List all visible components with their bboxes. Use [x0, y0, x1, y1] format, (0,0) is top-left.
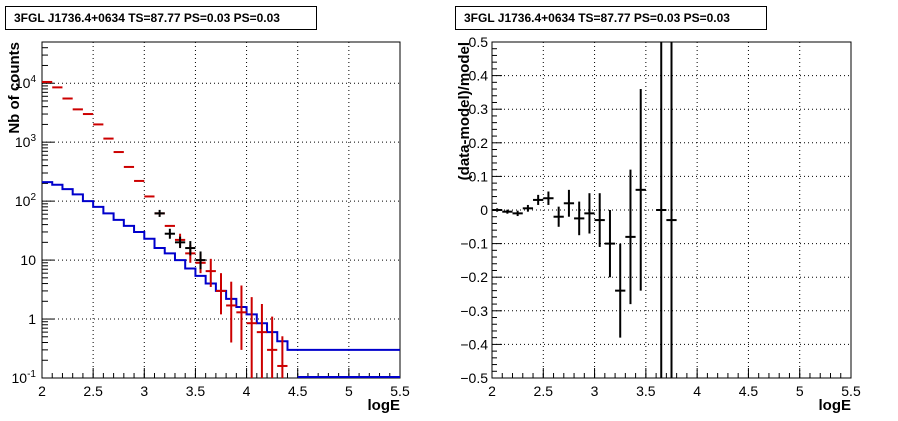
- right-chart-title: 3FGL J1736.4+0634 TS=87.77 PS=0.03 PS=0.…: [455, 6, 767, 30]
- right-y-tick-label: 0.3: [469, 101, 489, 117]
- left-y-tick-label: 102: [15, 192, 37, 209]
- left-y-tick-label: 1: [28, 311, 36, 327]
- right-y-axis-label: (data-model)/model: [456, 42, 473, 180]
- left-y-tick-label: 103: [15, 133, 37, 150]
- right-y-tick-label: 0: [480, 202, 488, 218]
- right-x-tick-label: 4: [693, 383, 701, 399]
- right-x-axis-label: logE: [819, 397, 852, 414]
- left-y-tick-label: 104: [15, 74, 37, 91]
- right-y-tick-label: 0.5: [469, 34, 489, 50]
- model-step-line: [42, 181, 400, 351]
- right-x-tick-label: 3: [591, 383, 599, 399]
- left-plot-frame: [41, 41, 401, 379]
- left-x-tick-label: 4: [243, 383, 251, 399]
- right-y-tick-label: 0.1: [469, 168, 489, 184]
- left-x-tick-label: 5: [345, 383, 353, 399]
- right-x-tick-label: 4.5: [739, 383, 759, 399]
- right-y-tick-label: −0.2: [460, 269, 488, 285]
- left-x-tick-label: 2: [38, 383, 46, 399]
- right-y-tick-label: −0.1: [460, 236, 488, 252]
- right-x-tick-label: 2: [488, 383, 496, 399]
- left-y-tick-label: 10-1: [12, 369, 37, 386]
- right-x-tick-label: 2.5: [534, 383, 554, 399]
- left-x-tick-label: 3.5: [186, 383, 206, 399]
- right-x-tick-label: 5.5: [841, 383, 861, 399]
- left-y-tick-label: 10: [20, 252, 36, 268]
- right-y-tick-label: −0.3: [460, 303, 488, 319]
- right-x-tick-label: 5: [796, 383, 804, 399]
- left-x-tick-label: 5.5: [390, 383, 410, 399]
- right-y-tick-label: 0.4: [469, 68, 489, 84]
- right-y-tick-label: −0.4: [460, 336, 488, 352]
- left-x-axis-label: logE: [368, 397, 401, 414]
- left-y-axis-label: Nb of counts: [6, 42, 23, 134]
- right-y-tick-label: −0.5: [460, 370, 488, 386]
- left-chart-title: 3FGL J1736.4+0634 TS=87.77 PS=0.03 PS=0.…: [5, 6, 317, 30]
- left-x-tick-label: 4.5: [288, 383, 308, 399]
- left-x-tick-label: 3: [140, 383, 148, 399]
- right-y-tick-label: 0.2: [469, 135, 489, 151]
- right-x-tick-label: 3.5: [636, 383, 656, 399]
- left-x-tick-label: 2.5: [83, 383, 103, 399]
